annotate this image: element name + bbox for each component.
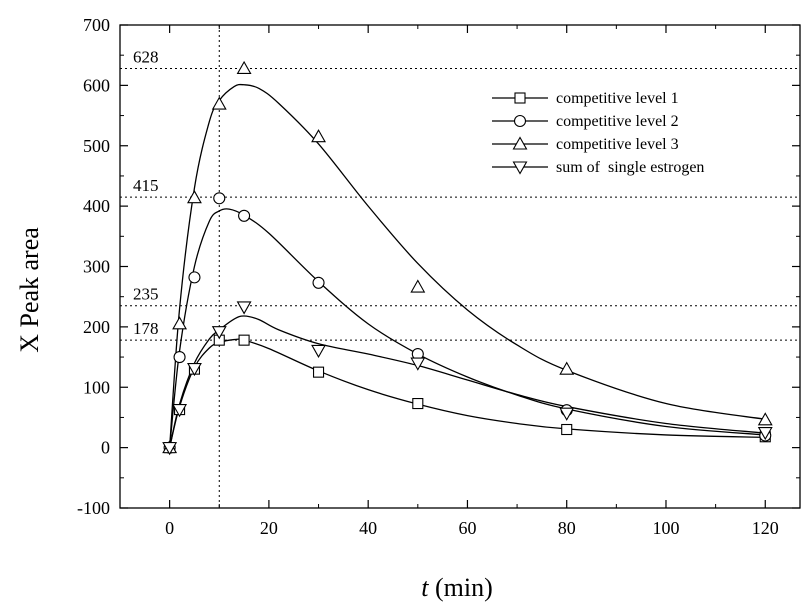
data-point-competitive-level-2 [238, 209, 251, 222]
data-point-competitive-level-3 [757, 412, 773, 426]
data-point-sum-of-single-estrogen [211, 326, 227, 340]
data-point-sum-of-single-estrogen [311, 344, 326, 359]
x-axis-title-unit: (min) [428, 573, 492, 602]
series-markers [162, 60, 773, 456]
y-tick-label: -100 [77, 498, 110, 518]
data-point-competitive-level-3 [311, 129, 326, 143]
x-tick-label: 40 [359, 518, 377, 538]
data-point-sum-of-single-estrogen [172, 404, 188, 418]
legend-label: competitive level 1 [556, 90, 679, 107]
data-point-sum-of-single-estrogen [559, 407, 575, 421]
data-point-competitive-level-3 [559, 361, 575, 375]
x-tick-label: 0 [165, 518, 174, 538]
y-tick-label: 700 [83, 15, 110, 35]
x-tick-label: 120 [752, 518, 779, 538]
data-point-competitive-level-2 [312, 276, 325, 289]
reference-line-label: 415 [133, 176, 159, 195]
data-point-sum-of-single-estrogen [187, 362, 202, 377]
x-axis-title-variable: t [421, 573, 429, 602]
data-point-competitive-level-3 [172, 316, 188, 330]
reference-line-label: 178 [133, 319, 159, 338]
legend-marker [512, 161, 528, 175]
y-tick-label: 500 [83, 136, 110, 156]
data-point-competitive-level-1 [412, 398, 424, 410]
legend-marker [514, 92, 526, 104]
x-axis-title: t (min) [421, 573, 493, 602]
legend-label: competitive level 2 [556, 113, 679, 130]
x-tick-label: 20 [260, 518, 278, 538]
data-point-competitive-level-1 [312, 366, 325, 378]
x-tick-label: 100 [652, 518, 679, 538]
data-point-competitive-level-3 [211, 96, 227, 110]
y-axis-title: X Peak area [15, 227, 44, 353]
y-tick-label: 600 [83, 75, 110, 95]
data-point-competitive-level-3 [410, 279, 426, 293]
series-line-competitive-level-3 [168, 83, 766, 448]
legend: competitive level 1 competitive level 2 co… [492, 90, 704, 176]
legend-label: sum of single estrogen [556, 159, 704, 176]
x-tick-label: 80 [558, 518, 576, 538]
legend-label: competitive level 3 [556, 136, 679, 153]
axis-ticks: 0 20 40 60 80 100 120 -100 0 100 200 300 400 500 600 70… [77, 15, 800, 538]
reference-line-label: 628 [133, 47, 159, 66]
y-tick-label: 300 [83, 257, 110, 277]
y-tick-label: 200 [83, 317, 110, 337]
legend-marker [513, 114, 527, 128]
reference-lines: 628 415 235 178 [120, 25, 800, 508]
legend-marker [512, 136, 528, 150]
data-point-sum-of-single-estrogen [410, 357, 426, 371]
series-line-sum-of-single-estrogen [169, 315, 766, 448]
data-point-competitive-level-3 [187, 190, 202, 204]
series-curves [168, 83, 766, 448]
reference-line-label: 235 [133, 285, 159, 304]
data-point-sum-of-single-estrogen [757, 426, 773, 441]
data-point-competitive-level-2 [173, 351, 186, 364]
series-line-competitive-level-2 [168, 208, 766, 448]
data-point-competitive-level-3 [236, 60, 252, 75]
data-point-competitive-level-2 [188, 271, 201, 284]
x-tick-label: 60 [458, 518, 476, 538]
data-point-sum-of-single-estrogen [236, 301, 252, 315]
y-tick-label: 400 [83, 196, 110, 216]
data-point-competitive-level-1 [561, 423, 573, 436]
series-line-competitive-level-1 [169, 338, 766, 448]
data-point-competitive-level-2 [213, 192, 226, 205]
y-tick-label: 100 [83, 377, 110, 397]
data-point-competitive-level-1 [238, 334, 250, 346]
y-tick-label: 0 [101, 438, 110, 458]
data-point-sum-of-single-estrogen [162, 442, 178, 456]
